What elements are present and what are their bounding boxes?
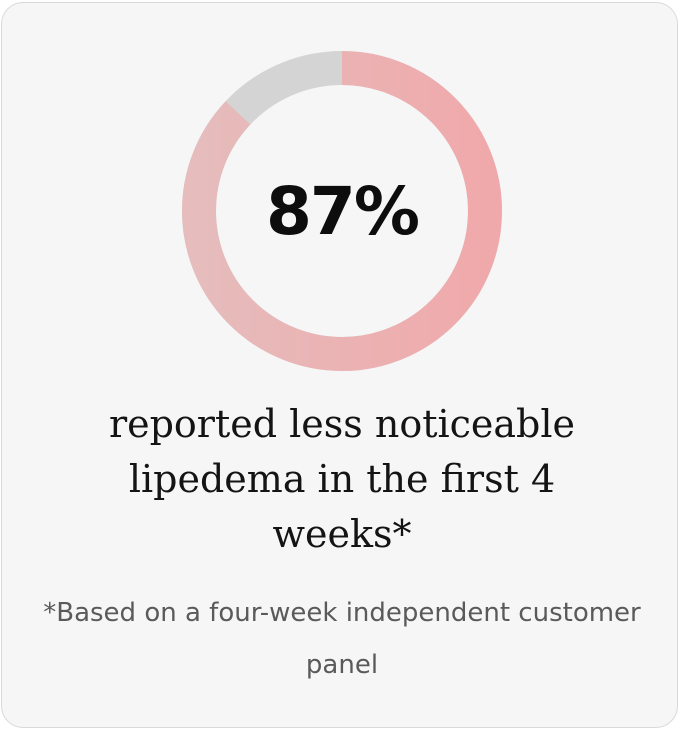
- stat-footnote: *Based on a four-week independent custom…: [43, 598, 641, 680]
- stat-percentage: 87%: [266, 172, 420, 250]
- progress-ring-fill: [182, 51, 502, 371]
- progress-ring-graphic: [182, 51, 502, 371]
- stat-description: reported less noticeable lipedema in the…: [108, 402, 576, 556]
- progress-ring: 87%: [182, 51, 502, 371]
